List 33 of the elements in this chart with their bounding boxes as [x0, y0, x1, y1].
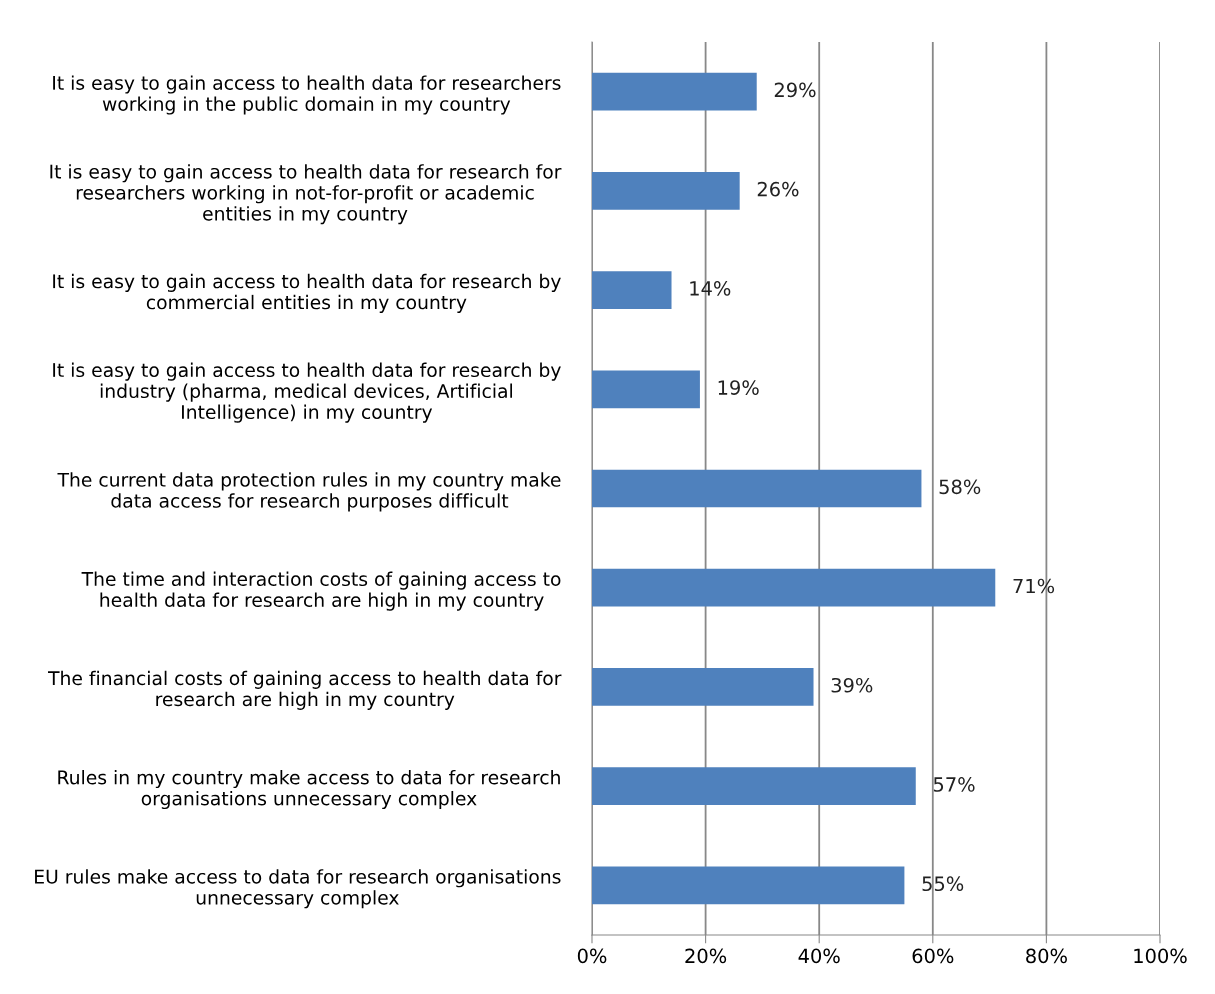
y-tick-label: The financial costs of gaining access to health data for research are high in my country — [48, 670, 562, 710]
bar — [592, 568, 996, 607]
bar — [592, 767, 916, 806]
y-tick-label: The current data protection rules in my country make data access for research purposes difficult — [57, 472, 561, 512]
y-tick-label: It is easy to gain access to health data for researchers working in the public domain in my country — [53, 75, 561, 115]
data-label: 58% — [939, 479, 981, 495]
x-tick-label: 60% — [912, 948, 954, 964]
data-label: 57% — [933, 777, 975, 792]
y-tick-label: Rules in my country make access to data for research organisations unnecessary complex — [58, 769, 560, 810]
data-label: 71% — [1013, 578, 1055, 594]
x-tick-label: 40% — [798, 948, 840, 964]
data-label: 55% — [922, 876, 964, 892]
bar — [592, 72, 757, 111]
y-tick-label: The time and interaction costs of gaining access to health data for research are high in my country — [81, 571, 561, 611]
bar — [592, 370, 700, 409]
bar — [592, 171, 740, 210]
y-tick-label: It is easy to gain access to health data for research for researchers working in not-for-profit or academic entities in my country — [50, 164, 562, 225]
data-label: 19% — [718, 380, 759, 395]
bar — [592, 866, 905, 905]
data-label: 29% — [774, 82, 816, 98]
data-label: 14% — [690, 280, 731, 296]
x-tick-label: 0% — [577, 948, 607, 964]
data-label: 26% — [757, 181, 799, 197]
x-tick-label: 100% — [1134, 948, 1187, 964]
bar — [592, 271, 672, 309]
bar — [592, 469, 922, 508]
x-tick-label: 80% — [1026, 948, 1067, 964]
data-label: 39% — [831, 677, 873, 693]
x-tick-label: 20% — [685, 948, 727, 964]
y-tick-label: EU rules make access to data for research organisations unnecessary complex — [35, 869, 561, 909]
y-tick-label: It is easy to gain access to health data for research by commercial entities in my country — [53, 273, 561, 313]
bar — [592, 668, 814, 706]
y-tick-label: It is easy to gain access to health data for research by industry (pharma, medical devices, Artificial Intelligence) in my country — [53, 362, 561, 423]
